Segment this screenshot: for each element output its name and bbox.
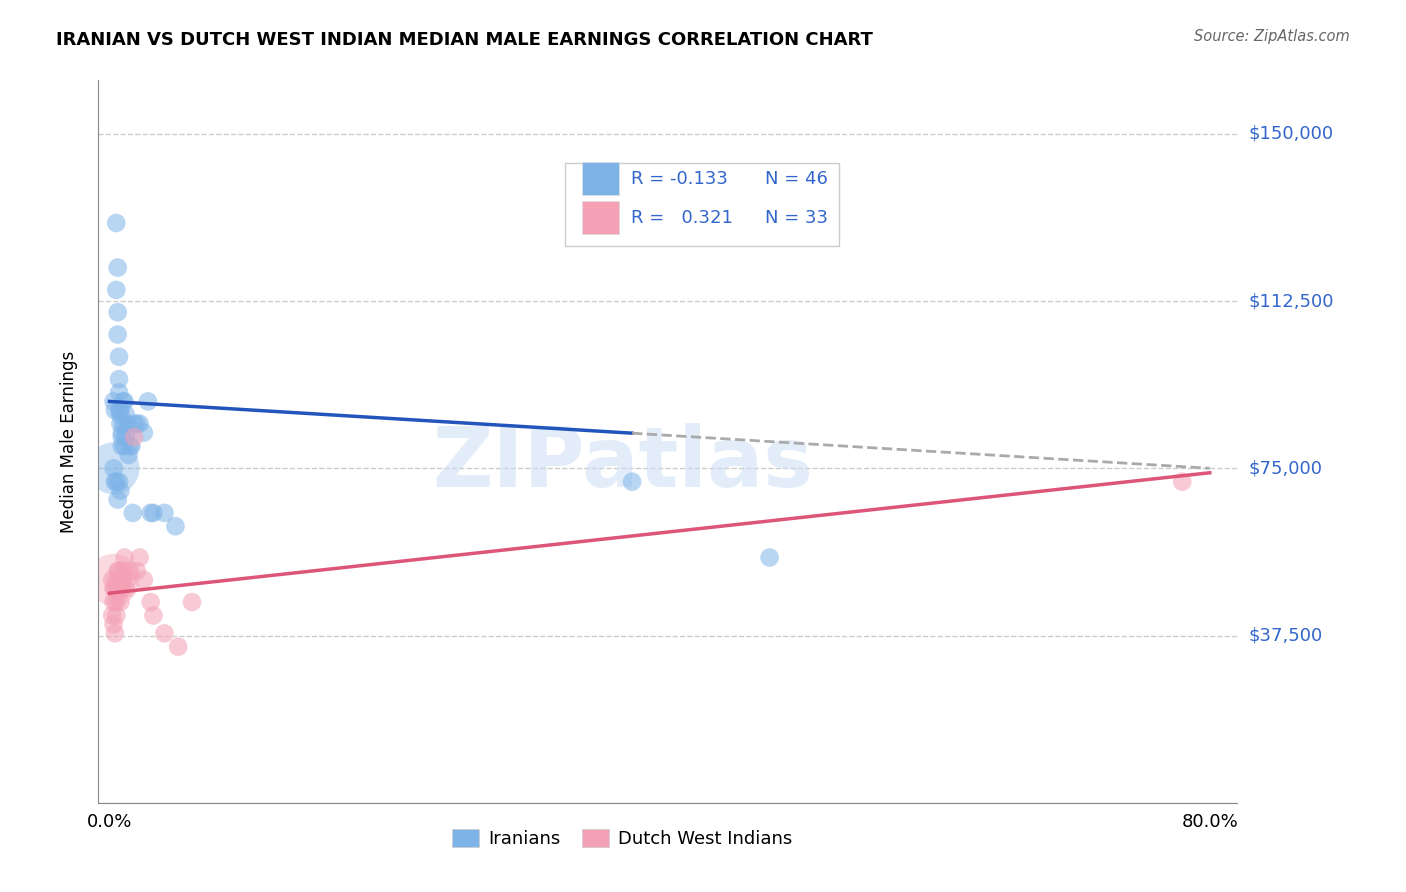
Point — [104, 582, 127, 596]
Text: ZIPatlas: ZIPatlas — [432, 423, 813, 504]
Point — [107, 305, 129, 319]
Point — [108, 475, 131, 489]
Point — [114, 550, 136, 565]
Point — [167, 640, 190, 654]
Point — [110, 403, 132, 417]
Y-axis label: Median Male Earnings: Median Male Earnings — [59, 351, 77, 533]
Point — [103, 394, 125, 409]
Point — [103, 617, 125, 632]
Point — [136, 394, 159, 409]
Point — [103, 461, 125, 475]
Point — [110, 408, 132, 422]
Point — [181, 595, 204, 609]
Point — [142, 608, 165, 623]
Point — [142, 506, 165, 520]
Point — [111, 430, 134, 444]
Point — [115, 425, 138, 440]
Point — [105, 608, 128, 623]
Point — [125, 564, 148, 578]
Point — [153, 506, 176, 520]
Point — [132, 573, 155, 587]
Point — [108, 582, 131, 596]
Point — [128, 550, 150, 565]
Point — [103, 582, 125, 596]
Point — [117, 417, 139, 431]
Point — [120, 439, 142, 453]
Point — [132, 425, 155, 440]
Point — [118, 448, 141, 462]
Point — [110, 573, 132, 587]
Point — [115, 430, 138, 444]
Point — [112, 573, 135, 587]
Point — [125, 417, 148, 431]
Point — [758, 550, 780, 565]
Point — [101, 608, 124, 623]
Point — [105, 595, 128, 609]
Point — [139, 506, 162, 520]
FancyBboxPatch shape — [565, 163, 839, 246]
Point — [153, 626, 176, 640]
Point — [104, 403, 127, 417]
Point — [105, 283, 128, 297]
Point — [107, 492, 129, 507]
Point — [121, 506, 143, 520]
Bar — [582, 202, 619, 234]
Point — [107, 564, 129, 578]
Point — [112, 564, 135, 578]
Text: R =   0.321: R = 0.321 — [631, 209, 734, 227]
Point — [107, 327, 129, 342]
Point — [112, 394, 135, 409]
Point — [103, 573, 125, 587]
Point — [117, 573, 139, 587]
Point — [128, 417, 150, 431]
Point — [108, 385, 131, 400]
Point — [108, 564, 131, 578]
Point — [111, 582, 134, 596]
Point — [120, 564, 141, 578]
Text: R = -0.133: R = -0.133 — [631, 169, 728, 187]
Text: $150,000: $150,000 — [1249, 125, 1333, 143]
Point — [114, 439, 136, 453]
Text: $75,000: $75,000 — [1249, 459, 1323, 477]
Point — [105, 216, 128, 230]
Text: Source: ZipAtlas.com: Source: ZipAtlas.com — [1194, 29, 1350, 44]
Text: N = 46: N = 46 — [765, 169, 828, 187]
Point — [621, 475, 644, 489]
Point — [114, 394, 136, 409]
Point — [108, 372, 131, 386]
Point — [120, 439, 141, 453]
Point — [105, 573, 128, 587]
Legend: Iranians, Dutch West Indians: Iranians, Dutch West Indians — [444, 822, 800, 855]
Text: $37,500: $37,500 — [1249, 626, 1323, 645]
Point — [110, 595, 132, 609]
Point — [103, 461, 125, 475]
Point — [108, 350, 131, 364]
Point — [165, 519, 187, 533]
Point — [111, 425, 134, 440]
Point — [101, 573, 124, 587]
Point — [111, 439, 134, 453]
Point — [1171, 475, 1194, 489]
Point — [115, 582, 138, 596]
Point — [110, 483, 132, 498]
Text: $112,500: $112,500 — [1249, 292, 1334, 310]
Point — [104, 475, 127, 489]
Point — [122, 417, 145, 431]
Point — [115, 408, 138, 422]
Bar — [582, 162, 619, 195]
Point — [122, 430, 145, 444]
Point — [104, 626, 127, 640]
Point — [110, 417, 132, 431]
Text: IRANIAN VS DUTCH WEST INDIAN MEDIAN MALE EARNINGS CORRELATION CHART: IRANIAN VS DUTCH WEST INDIAN MEDIAN MALE… — [56, 31, 873, 49]
Point — [103, 595, 125, 609]
Point — [107, 582, 129, 596]
Point — [139, 595, 162, 609]
Point — [112, 417, 135, 431]
Point — [107, 260, 129, 275]
Point — [108, 403, 131, 417]
Text: N = 33: N = 33 — [765, 209, 828, 227]
Point — [105, 475, 128, 489]
